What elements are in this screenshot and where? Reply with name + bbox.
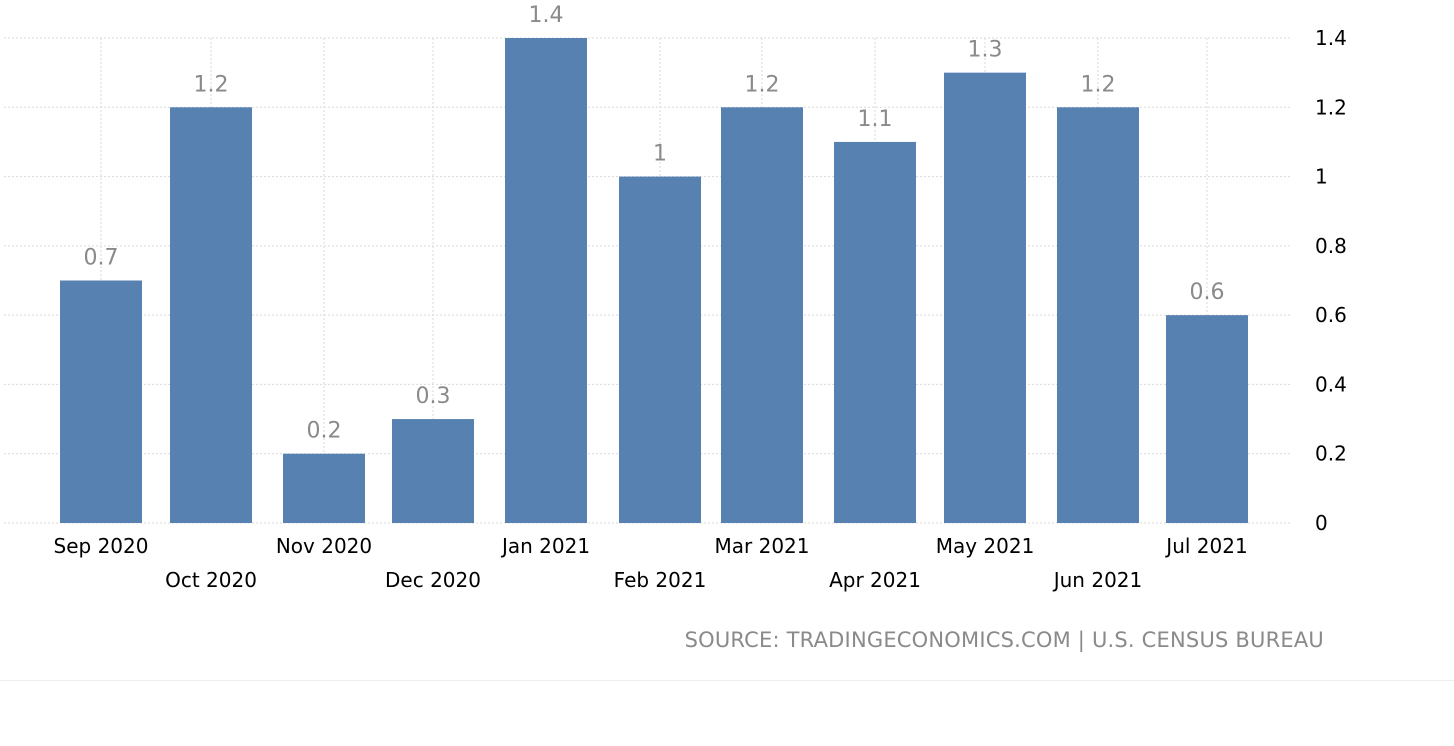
data-label: 1.2 [1081,72,1116,97]
x-tick-label: Jan 2021 [500,534,590,558]
x-tick-label: Sep 2020 [54,534,149,558]
x-tick-label: May 2021 [936,534,1035,558]
y-tick-label: 0.8 [1315,234,1347,258]
bar-chart: 0.71.20.20.31.411.21.11.31.20.6 00.20.40… [4,3,1347,592]
x-tick-label: Nov 2020 [276,534,372,558]
x-tick-label: Jul 2021 [1164,534,1247,558]
data-label: 1.4 [529,3,564,28]
divider [0,680,1454,681]
data-label: 0.2 [307,419,342,444]
data-label: 0.6 [1190,280,1225,305]
y-tick-label: 1.4 [1315,26,1347,50]
y-tick-label: 0 [1315,511,1328,535]
y-tick-label: 0.4 [1315,372,1347,396]
y-tick-label: 0.2 [1315,442,1347,466]
bar-sep-2020 [60,280,142,523]
x-axis: Sep 2020 Oct 2020 Nov 2020 Dec 2020 Jan 2021… [54,534,1248,592]
data-label: 1.2 [745,72,780,97]
bar-may-2021 [944,72,1026,524]
bars-layer [60,38,1248,524]
bar-jul-2021 [1166,315,1248,523]
bar-mar-2021 [721,107,803,524]
data-label: 0.7 [84,246,119,271]
bar-jun-2021 [1057,107,1139,524]
x-tick-label: Jun 2021 [1052,568,1143,592]
x-tick-label: Apr 2021 [829,568,921,592]
bar-dec-2020 [392,419,474,523]
x-tick-label: Dec 2020 [385,568,481,592]
x-tick-label: Mar 2021 [715,534,810,558]
data-label: 1.3 [968,38,1003,63]
data-label: 1 [653,142,667,167]
source-note: SOURCE: TRADINGECONOMICS.COM | U.S. CENS… [684,628,1324,652]
y-tick-label: 1 [1315,165,1328,189]
y-tick-label: 0.6 [1315,303,1347,327]
y-tick-label: 1.2 [1315,95,1347,119]
x-tick-label: Oct 2020 [165,568,257,592]
bar-feb-2021 [619,176,701,524]
bar-jan-2021 [505,38,587,523]
data-label: 1.1 [858,107,893,132]
x-tick-label: Feb 2021 [614,568,707,592]
bar-nov-2020 [283,453,365,523]
value-labels-layer: 0.7 1.2 0.2 0.3 1.4 1 1.2 1.1 1.3 1.2 0.6 [84,3,1225,444]
bar-apr-2021 [834,141,916,523]
data-label: 0.3 [416,384,451,409]
data-label: 1.2 [194,72,229,97]
y-axis: 0 0.2 0.4 0.6 0.8 1 1.2 1.4 [1315,26,1347,535]
bar-oct-2020 [170,107,252,524]
